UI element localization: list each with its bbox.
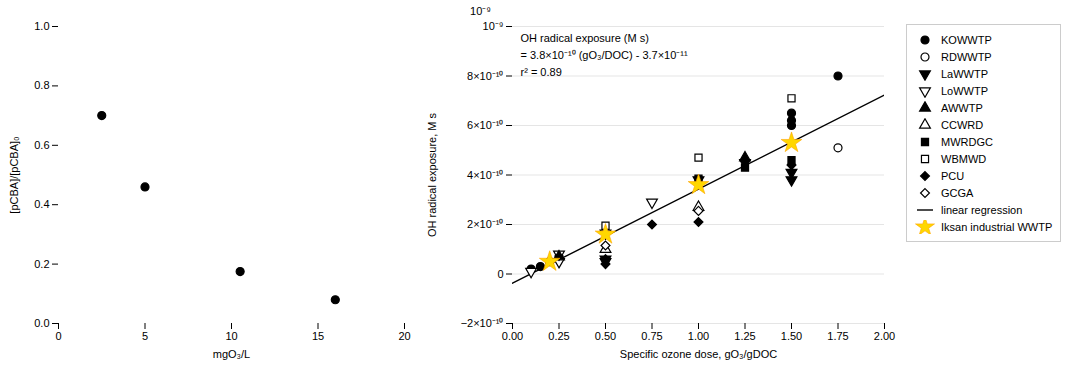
svg-text:1.00: 1.00 [688, 330, 709, 342]
svg-text:Specific ozone dose, gO₃/gDOC: Specific ozone dose, gO₃/gDOC [620, 348, 777, 360]
html-text:MWRDGC: MWRDGC [941, 135, 993, 148]
svg-text:0.75: 0.75 [641, 330, 662, 342]
svg-text:4×10⁻¹⁰: 4×10⁻¹⁰ [467, 169, 503, 181]
svg-text:2×10⁻¹⁰: 2×10⁻¹⁰ [467, 218, 503, 230]
svg-text:mgO₃/L: mgO₃/L [213, 348, 251, 360]
svg-text:10⁻⁹: 10⁻⁹ [483, 20, 504, 32]
svg-text:8×10⁻¹⁰: 8×10⁻¹⁰ [467, 70, 503, 82]
html-text:WBMWD: WBMWD [941, 152, 987, 165]
html-text:RDWWTP: RDWWTP [941, 50, 992, 63]
html-text:CCWRD: CCWRD [941, 118, 984, 131]
svg-text:0.8: 0.8 [34, 79, 49, 91]
html-text:PCU: PCU [941, 169, 965, 182]
svg-text:10: 10 [225, 330, 237, 342]
html-text:Iksan industrial WWTP: Iksan industrial WWTP [941, 220, 1053, 233]
html-text:linear regression: linear regression [941, 203, 1023, 216]
svg-text:OH radical exposure, M s: OH radical exposure, M s [426, 112, 438, 237]
svg-text:−2×10⁻¹⁰: −2×10⁻¹⁰ [461, 317, 504, 329]
svg-text:1.75: 1.75 [827, 330, 848, 342]
svg-text:10⁻⁹: 10⁻⁹ [470, 5, 491, 17]
svg-text:5: 5 [142, 330, 148, 342]
svg-text:1.25: 1.25 [734, 330, 755, 342]
svg-text:0.6: 0.6 [34, 139, 49, 151]
svg-text:0.00: 0.00 [502, 330, 523, 342]
svg-text:0.50: 0.50 [595, 330, 616, 342]
html-text:AWWTP: AWWTP [941, 101, 983, 114]
svg-text:1.50: 1.50 [781, 330, 802, 342]
svg-text:0: 0 [497, 268, 503, 280]
svg-text:2.00: 2.00 [874, 330, 895, 342]
svg-text:0.0: 0.0 [34, 317, 49, 329]
svg-text:= 3.8×10⁻¹⁰ (gO₃/DOC) - 3.7×10: = 3.8×10⁻¹⁰ (gO₃/DOC) - 3.7×10⁻¹¹ [521, 49, 689, 61]
html-text:LaWWTP: LaWWTP [941, 67, 989, 80]
svg-text:6×10⁻¹⁰: 6×10⁻¹⁰ [467, 119, 503, 131]
svg-text:[pCBA]/[pCBA]₀: [pCBA]/[pCBA]₀ [8, 136, 20, 213]
svg-text:1.0: 1.0 [34, 20, 49, 32]
svg-text:0.2: 0.2 [34, 258, 49, 270]
svg-text:OH radical exposure (M s): OH radical exposure (M s) [521, 32, 649, 44]
html-text:KOWWTP: KOWWTP [941, 33, 992, 46]
svg-text:20: 20 [398, 330, 410, 342]
svg-text:0.4: 0.4 [34, 198, 49, 210]
html-text:LoWWTP: LoWWTP [941, 84, 989, 97]
svg-text:0: 0 [55, 330, 61, 342]
svg-text:r² = 0.89: r² = 0.89 [521, 66, 562, 78]
svg-text:15: 15 [312, 330, 324, 342]
html-text:GCGA: GCGA [941, 186, 974, 199]
svg-text:0.25: 0.25 [548, 330, 569, 342]
